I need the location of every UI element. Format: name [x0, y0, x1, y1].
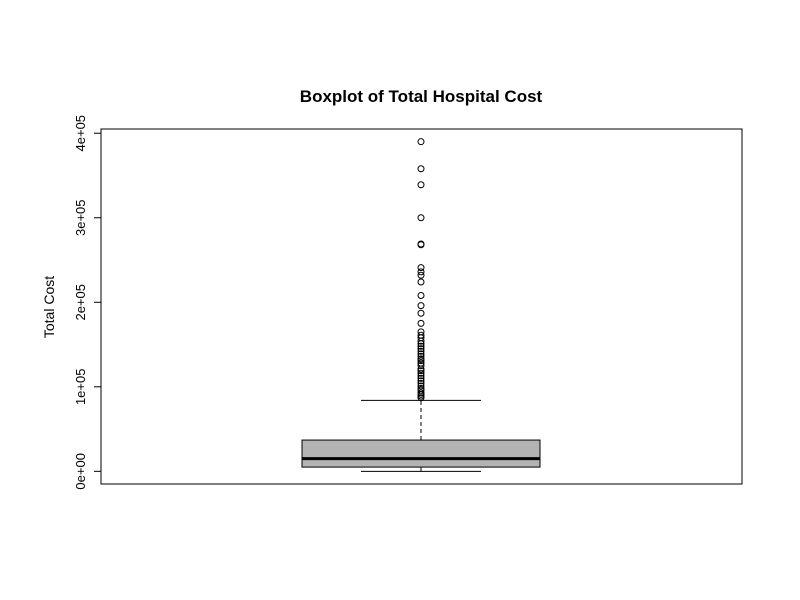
outlier-point — [417, 372, 425, 380]
outlier-point — [417, 165, 425, 173]
y-tick-label: 2e+05 — [73, 284, 88, 321]
outlier-point — [417, 350, 425, 358]
outlier-point — [417, 342, 425, 350]
outlier-point — [417, 357, 425, 365]
outlier-point — [417, 319, 425, 327]
y-tick-label: 0e+00 — [73, 453, 88, 490]
outlier-points — [417, 138, 425, 402]
outlier-point — [417, 138, 425, 146]
outlier-point — [417, 394, 425, 402]
outlier-point — [417, 374, 425, 382]
outlier-point — [417, 347, 425, 355]
outlier-point — [417, 292, 425, 300]
outlier-point — [417, 369, 425, 377]
chart-title: Boxplot of Total Hospital Cost — [300, 87, 543, 106]
outlier-point — [417, 352, 425, 360]
outlier-point — [417, 345, 425, 353]
y-axis-label: Total Cost — [41, 276, 57, 338]
y-tick-label: 3e+05 — [73, 199, 88, 236]
y-tick-label: 1e+05 — [73, 369, 88, 406]
outlier-point — [417, 264, 425, 272]
outlier-point — [417, 362, 425, 370]
outlier-point — [417, 278, 425, 286]
outlier-point — [417, 302, 425, 310]
outlier-point — [417, 241, 425, 249]
outlier-point — [417, 337, 425, 345]
outlier-point — [417, 367, 425, 375]
outlier-point — [417, 268, 425, 276]
outlier-point — [417, 340, 425, 348]
iqr-box — [301, 439, 541, 468]
outlier-point — [417, 181, 425, 189]
outlier-point — [417, 271, 425, 279]
outlier-point — [417, 382, 425, 390]
y-tick-label: 4e+05 — [73, 115, 88, 152]
y-axis-ticks: 0e+00 1e+05 2e+05 3e+05 4e+05 — [73, 115, 101, 490]
outlier-point — [417, 377, 425, 385]
outlier-point — [417, 379, 425, 387]
box-group — [301, 399, 541, 472]
outlier-point — [417, 309, 425, 317]
outlier-point — [417, 214, 425, 222]
